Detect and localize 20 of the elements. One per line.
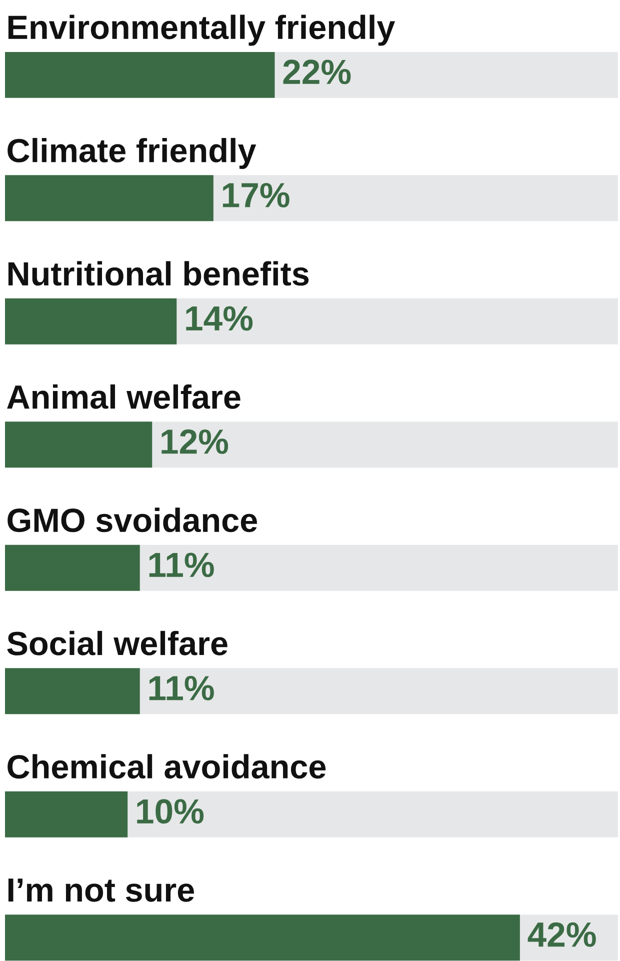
bar bbox=[5, 422, 152, 468]
y-tick-label: GMO svoidance bbox=[8, 508, 258, 532]
bar bbox=[5, 544, 140, 591]
y-tick-label: Nutritional benefits bbox=[8, 261, 309, 286]
data-label: 11% bbox=[149, 552, 214, 578]
y-tick-label: Social welfare bbox=[7, 630, 228, 656]
y-tick-label: Chemical avoidance bbox=[8, 754, 326, 779]
data-label: 17% bbox=[222, 182, 290, 208]
data-label: 12% bbox=[162, 429, 228, 454]
data-label: 22% bbox=[283, 60, 351, 84]
data-label: 11% bbox=[149, 676, 214, 700]
data-label: 42% bbox=[528, 922, 596, 947]
data-label: 10% bbox=[137, 799, 204, 824]
y-tick-label: Environmentally friendly bbox=[8, 14, 396, 46]
data-label: 14% bbox=[186, 306, 253, 331]
y-tick-label: I’m not sure bbox=[8, 878, 194, 902]
bar bbox=[5, 668, 140, 714]
y-tick-label: Climate friendly bbox=[8, 138, 256, 170]
bar bbox=[5, 791, 128, 838]
y-tick-label: Animal welfare bbox=[7, 384, 240, 409]
